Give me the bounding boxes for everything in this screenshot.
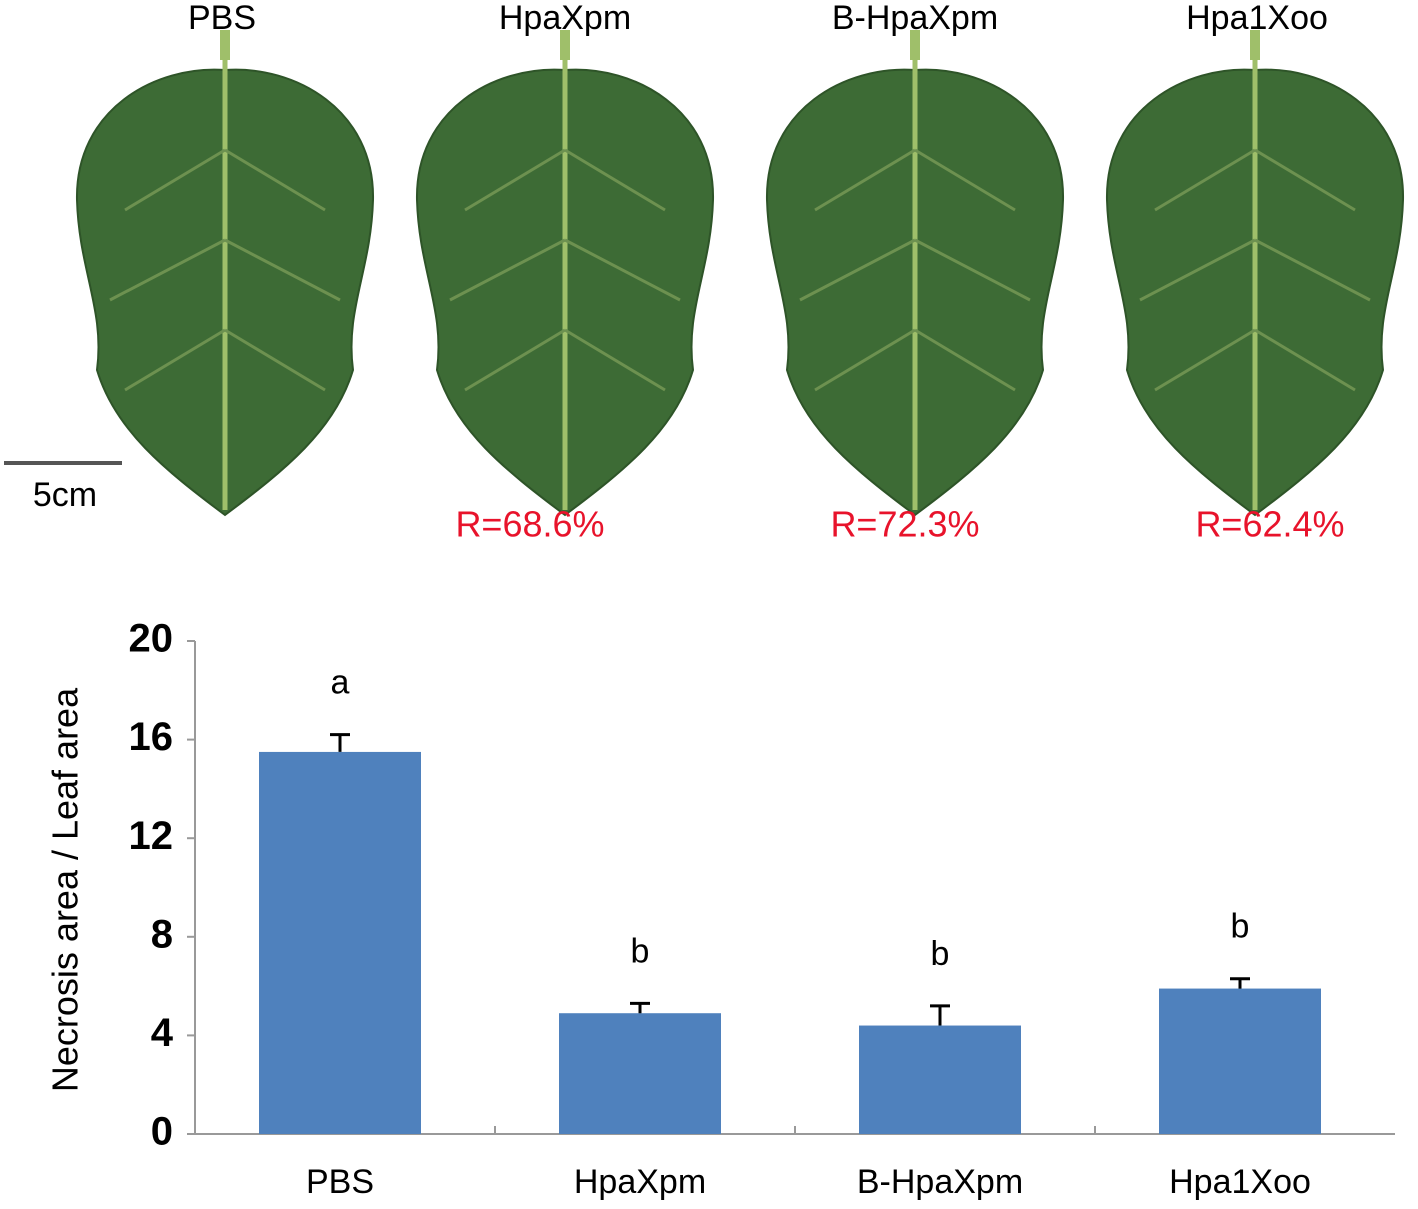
bar	[559, 1013, 721, 1134]
y-tick-label: 16	[129, 715, 174, 759]
ratio-label: R=62.4%	[1195, 504, 1344, 545]
error-bar	[330, 733, 350, 752]
y-tick-label: 8	[151, 912, 173, 956]
leaf-label: Hpa1Xoo	[1186, 0, 1328, 37]
leaf-photo	[767, 30, 1063, 515]
x-tick-label: B-HpaXpm	[857, 1163, 1023, 1201]
significance-label: b	[631, 932, 650, 970]
scale-bar-label: 5cm	[33, 476, 97, 514]
error-bar	[930, 1004, 950, 1026]
x-tick-label: HpaXpm	[574, 1163, 706, 1201]
ratio-label: R=68.6%	[455, 504, 604, 545]
leaf-label: HpaXpm	[499, 0, 631, 37]
leaf-label: PBS	[188, 0, 256, 37]
significance-label: a	[331, 664, 350, 702]
y-tick-label: 20	[129, 617, 174, 661]
ratio-label: R=72.3%	[830, 504, 979, 545]
error-bar	[1230, 977, 1250, 989]
bar-chart: 0 4 8 12 16 20 PBS a HpaXpm b B-HpaXpm b Hpa1Xoo b	[129, 617, 1395, 1201]
significance-label: b	[931, 935, 950, 973]
leaf-photo	[417, 30, 713, 515]
y-axis-label: Necrosis area / Leaf area	[45, 687, 86, 1092]
y-tick-label: 12	[129, 814, 174, 858]
bar	[859, 1025, 1021, 1134]
leaf-photo	[1107, 30, 1403, 515]
leaf-photo	[77, 30, 373, 515]
y-tick-label: 4	[151, 1011, 174, 1055]
leaf-label: B-HpaXpm	[832, 0, 998, 37]
x-tick-label: Hpa1Xoo	[1169, 1163, 1311, 1201]
error-bar	[630, 1001, 650, 1014]
bar	[1159, 988, 1321, 1134]
y-tick-label: 0	[151, 1110, 173, 1154]
x-tick-label: PBS	[306, 1163, 374, 1201]
bar	[259, 751, 421, 1134]
significance-label: b	[1231, 908, 1250, 946]
